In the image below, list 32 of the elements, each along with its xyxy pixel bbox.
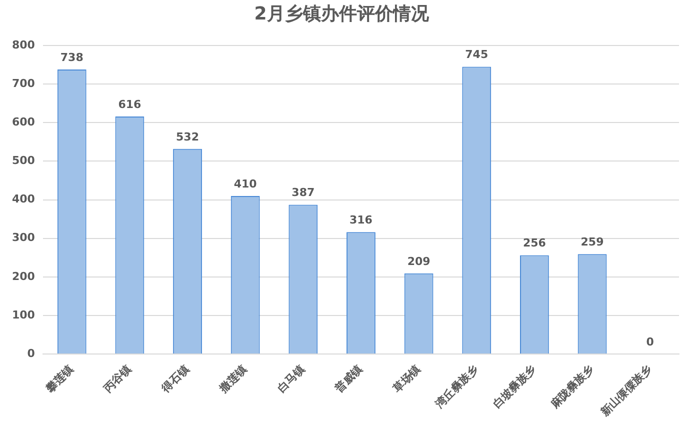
x-tick-label: 攀莲镇 xyxy=(42,362,76,396)
x-tick-label: 得石镇 xyxy=(158,362,192,396)
x-tick-label: 新山傈僳族乡 xyxy=(598,362,654,420)
x-tick-label: 撒莲镇 xyxy=(216,362,250,396)
data-label: 616 xyxy=(118,98,142,111)
chart-title: 2月乡镇办件评价情况 xyxy=(254,3,430,24)
data-label: 259 xyxy=(580,236,604,249)
data-label: 738 xyxy=(60,50,84,64)
data-label: 209 xyxy=(407,254,430,268)
data-label: 532 xyxy=(176,130,199,144)
x-tick-label: 普威镇 xyxy=(332,362,366,396)
x-tick-label: 白坡彝族乡 xyxy=(490,362,539,411)
data-label: 745 xyxy=(465,48,488,62)
y-tick-label: 800 xyxy=(12,38,36,52)
y-tick-label: 400 xyxy=(12,192,36,206)
data-label: 387 xyxy=(292,186,315,200)
y-tick-label: 300 xyxy=(12,231,36,244)
data-label: 410 xyxy=(234,177,258,190)
x-tick-label: 草场镇 xyxy=(390,362,423,396)
y-tick-label: 600 xyxy=(12,116,36,129)
y-tick-label: 500 xyxy=(12,154,36,168)
y-tick-label: 100 xyxy=(12,308,36,322)
data-label: 316 xyxy=(349,214,373,227)
y-tick-label: 700 xyxy=(12,77,36,90)
x-tick-label: 湾丘彝族乡 xyxy=(432,362,481,412)
x-tick-label: 白马镇 xyxy=(274,362,308,396)
data-label: 0 xyxy=(646,335,654,348)
y-tick-label: 200 xyxy=(12,270,36,283)
y-tick-label: 0 xyxy=(27,346,36,360)
x-tick-label: 麻陇彝族乡 xyxy=(548,362,596,412)
data-label: 256 xyxy=(522,236,546,250)
x-tick-label: 丙谷镇 xyxy=(100,362,134,396)
